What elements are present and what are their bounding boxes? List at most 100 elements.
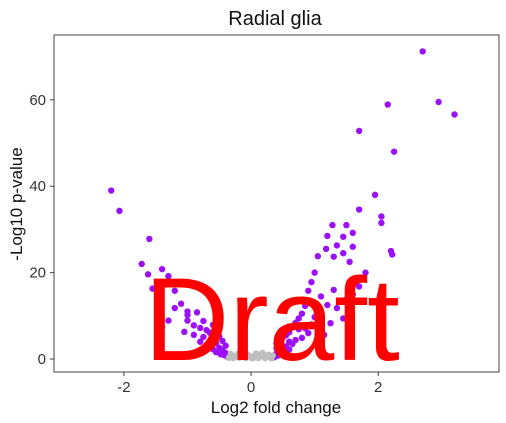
data-point: [269, 352, 276, 359]
data-point: [305, 287, 312, 294]
data-points: [108, 48, 458, 362]
data-point: [289, 323, 296, 330]
data-point: [340, 233, 347, 240]
plot-panel: [53, 34, 500, 373]
data-point: [144, 271, 152, 278]
chart-title: Radial glia: [228, 8, 322, 30]
data-point: [327, 319, 334, 327]
data-point: [355, 127, 363, 135]
x-tick-label: 2: [374, 379, 382, 396]
data-point: [219, 337, 226, 345]
data-point: [343, 221, 350, 229]
data-point: [171, 304, 178, 312]
data-point: [279, 351, 287, 358]
data-point: [116, 207, 123, 215]
data-point: [340, 249, 347, 257]
data-point: [197, 324, 204, 332]
data-point: [177, 300, 185, 307]
draft-watermark: Draft: [144, 254, 400, 386]
y-axis: 0 20 40 60: [29, 92, 54, 368]
data-point: [222, 342, 229, 349]
data-point: [390, 148, 398, 155]
x-tick-label: -2: [117, 379, 130, 396]
data-point: [200, 317, 207, 325]
data-point: [295, 326, 302, 333]
data-point: [206, 329, 213, 336]
data-point: [333, 304, 341, 312]
data-point: [349, 229, 356, 237]
data-point: [108, 187, 115, 194]
data-point: [146, 235, 153, 243]
data-point: [298, 310, 306, 317]
data-point: [329, 221, 336, 229]
data-point: [197, 338, 204, 345]
y-tick-label: 0: [38, 351, 46, 368]
data-point: [259, 349, 266, 357]
data-point: [227, 350, 234, 358]
data-point: [252, 350, 260, 357]
data-point: [314, 253, 322, 260]
data-point: [158, 324, 166, 331]
y-axis-label: -Log10 p-value: [7, 147, 26, 260]
y-tick-label: 20: [29, 265, 46, 282]
data-point: [322, 245, 330, 253]
data-point: [330, 253, 337, 260]
x-tick-label: 0: [247, 379, 255, 396]
data-point: [311, 313, 318, 321]
x-axis: -2 0 2: [117, 372, 382, 396]
data-point: [301, 302, 309, 310]
data-point: [355, 206, 363, 213]
data-point: [212, 339, 220, 347]
data-point: [343, 296, 350, 303]
y-tick-label: 40: [29, 178, 46, 195]
data-point: [190, 322, 198, 329]
data-point: [165, 317, 172, 324]
data-point: [451, 111, 458, 118]
y-tick-label: 60: [29, 92, 46, 109]
data-point: [349, 243, 356, 250]
data-point: [378, 213, 385, 220]
data-point: [298, 334, 306, 342]
data-point: [155, 291, 163, 298]
data-point: [384, 101, 391, 108]
data-point: [233, 352, 241, 359]
data-point: [165, 272, 172, 280]
data-point: [371, 191, 379, 199]
data-point: [240, 350, 247, 358]
data-point: [378, 219, 385, 227]
data-point: [149, 285, 156, 292]
data-point: [286, 346, 293, 353]
data-point: [138, 260, 145, 268]
data-point: [249, 355, 256, 362]
data-point: [362, 269, 369, 276]
data-point: [311, 269, 318, 276]
data-point: [308, 321, 315, 328]
x-axis-label: Log2 fold change: [211, 398, 341, 417]
data-point: [324, 232, 331, 240]
data-point: [333, 242, 341, 249]
data-point: [158, 265, 166, 273]
data-point: [190, 331, 198, 339]
data-point: [419, 48, 426, 55]
data-point: [355, 283, 363, 290]
data-point: [314, 328, 322, 335]
data-point: [181, 328, 188, 336]
data-point: [305, 329, 312, 337]
data-point: [209, 321, 217, 329]
data-point: [289, 340, 296, 348]
data-point: [435, 98, 442, 106]
data-point: [317, 293, 325, 300]
data-point: [340, 315, 347, 322]
data-point: [171, 287, 178, 294]
data-point: [320, 331, 328, 339]
data-point: [200, 333, 207, 341]
data-point: [349, 291, 356, 298]
data-point: [203, 341, 210, 348]
data-point: [308, 278, 315, 286]
data-point: [184, 311, 191, 319]
data-point: [324, 301, 331, 309]
data-point: [184, 317, 191, 324]
data-point: [346, 258, 353, 266]
data-point: [193, 309, 201, 316]
